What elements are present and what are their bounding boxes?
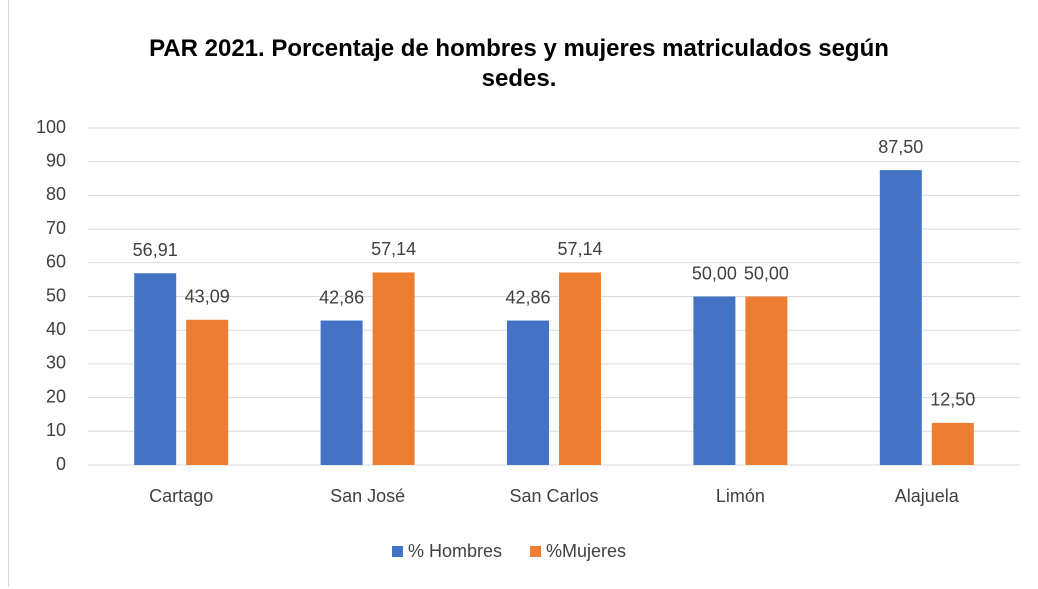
bar bbox=[320, 320, 363, 465]
value-label: 42,86 bbox=[505, 287, 550, 307]
bar bbox=[186, 319, 229, 465]
bar bbox=[507, 320, 549, 465]
x-tick-label: Limón bbox=[716, 486, 765, 506]
bar bbox=[134, 273, 177, 465]
y-tick-label: 10 bbox=[46, 420, 66, 440]
legend-label: %Mujeres bbox=[546, 541, 626, 561]
value-label: 42,86 bbox=[319, 287, 364, 307]
value-label: 43,09 bbox=[185, 287, 230, 307]
bar bbox=[372, 272, 415, 465]
x-tick-label: Alajuela bbox=[895, 486, 960, 506]
chart-title: PAR 2021. Porcentaje de hombres y mujere… bbox=[149, 35, 889, 92]
y-tick-label: 40 bbox=[46, 319, 66, 339]
y-tick-label: 0 bbox=[56, 454, 66, 474]
x-tick-label: San José bbox=[330, 486, 405, 506]
y-tick-label: 70 bbox=[46, 218, 66, 238]
value-label: 87,50 bbox=[878, 137, 923, 157]
y-tick-label: 20 bbox=[46, 386, 66, 406]
bar bbox=[879, 170, 922, 465]
legend-swatch bbox=[392, 546, 403, 557]
y-tick-label: 80 bbox=[46, 184, 66, 204]
value-label: 50,00 bbox=[692, 263, 737, 283]
y-tick-label: 50 bbox=[46, 285, 66, 305]
legend-label: % Hombres bbox=[408, 541, 502, 561]
bar bbox=[745, 296, 788, 465]
y-tick-label: 30 bbox=[46, 353, 66, 373]
value-label: 12,50 bbox=[930, 390, 975, 410]
chart-frame bbox=[8, 0, 1036, 587]
bar bbox=[559, 272, 601, 465]
value-label: 50,00 bbox=[744, 263, 789, 283]
bar bbox=[931, 422, 974, 465]
y-tick-label: 90 bbox=[46, 150, 66, 170]
value-label: 57,14 bbox=[371, 239, 416, 259]
x-tick-label: Cartago bbox=[149, 486, 213, 506]
y-tick-label: 60 bbox=[46, 252, 66, 272]
bar bbox=[693, 296, 736, 465]
y-tick-label: 100 bbox=[36, 117, 66, 137]
value-label: 57,14 bbox=[557, 239, 602, 259]
x-tick-label: San Carlos bbox=[509, 486, 598, 506]
legend-swatch bbox=[530, 546, 542, 557]
value-label: 56,91 bbox=[133, 240, 178, 260]
